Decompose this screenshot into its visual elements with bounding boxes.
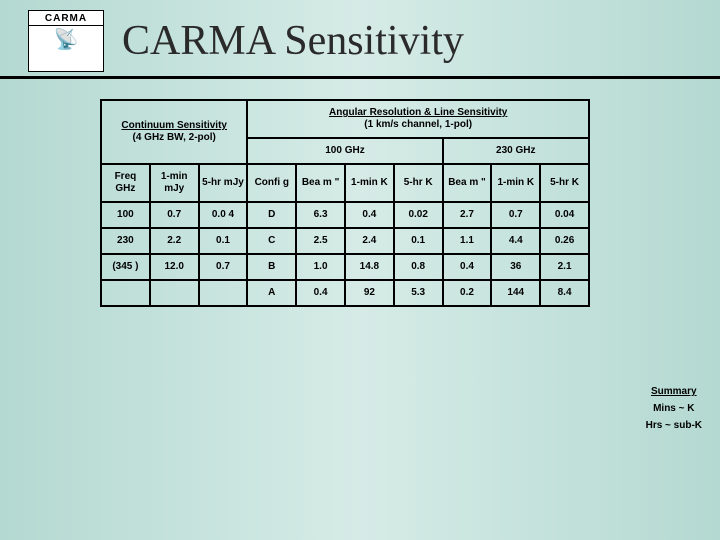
col-beam2: Bea m " [443, 164, 492, 202]
sensitivity-table-wrap: Continuum Sensitivity (4 GHz BW, 2-pol) … [100, 99, 590, 307]
table-row: (345 ) 12.0 0.7 B 1.0 14.8 0.8 0.4 36 2.… [101, 254, 589, 280]
summary-hrs: Hrs ~ sub-K [646, 420, 702, 431]
table-row: Freq GHz 1-min mJy 5-hr mJy Confi g Bea … [101, 164, 589, 202]
col-hrk1: 5-hr K [394, 164, 443, 202]
telescope-icon: 📡 [54, 30, 79, 50]
table-row: 100 0.7 0.0 4 D 6.3 0.4 0.02 2.7 0.7 0.0… [101, 202, 589, 228]
slide-title: CARMA Sensitivity [122, 17, 464, 65]
summary-box: Summary Mins ~ K Hrs ~ sub-K [646, 386, 702, 437]
col-hr-mjy: 5-hr mJy [199, 164, 248, 202]
slide-header: CARMA 📡 CARMA Sensitivity [0, 0, 720, 79]
col-mink1: 1-min K [345, 164, 394, 202]
hdr-230ghz: 230 GHz [443, 138, 589, 164]
summary-mins: Mins ~ K [646, 403, 702, 414]
col-config: Confi g [247, 164, 296, 202]
col-beam1: Bea m " [296, 164, 345, 202]
col-freq: Freq GHz [101, 164, 150, 202]
logo-label: CARMA [29, 13, 103, 26]
col-min-mjy: 1-min mJy [150, 164, 199, 202]
hdr-continuum: Continuum Sensitivity (4 GHz BW, 2-pol) [101, 100, 247, 164]
table-row: A 0.4 92 5.3 0.2 144 8.4 [101, 280, 589, 306]
table-row: 230 2.2 0.1 C 2.5 2.4 0.1 1.1 4.4 0.26 [101, 228, 589, 254]
col-hrk2: 5-hr K [540, 164, 589, 202]
col-mink2: 1-min K [491, 164, 540, 202]
summary-title: Summary [646, 386, 702, 397]
hdr-angular: Angular Resolution & Line Sensitivity (1… [247, 100, 589, 138]
table-row: Continuum Sensitivity (4 GHz BW, 2-pol) … [101, 100, 589, 138]
carma-logo: CARMA 📡 [28, 10, 104, 72]
sensitivity-table: Continuum Sensitivity (4 GHz BW, 2-pol) … [100, 99, 590, 307]
hdr-100ghz: 100 GHz [247, 138, 442, 164]
